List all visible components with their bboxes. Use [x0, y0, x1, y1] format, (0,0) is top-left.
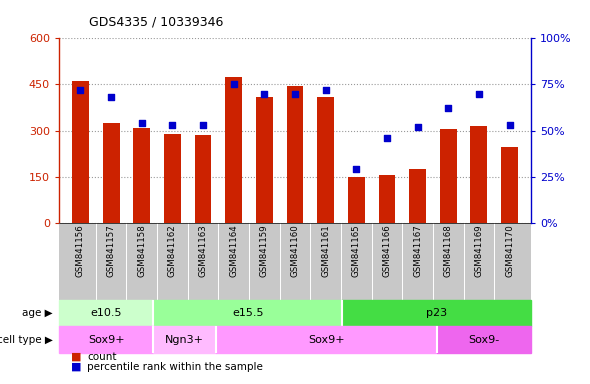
- Text: GSM841164: GSM841164: [229, 224, 238, 277]
- Text: GSM841162: GSM841162: [168, 224, 177, 277]
- Bar: [153, 300, 342, 326]
- Bar: [342, 300, 531, 326]
- Bar: [501, 147, 518, 223]
- Text: GSM841156: GSM841156: [76, 224, 85, 277]
- Text: GSM841159: GSM841159: [260, 224, 269, 277]
- Bar: [440, 129, 457, 223]
- Point: [352, 166, 361, 172]
- Bar: [153, 326, 217, 353]
- Text: e10.5: e10.5: [90, 308, 122, 318]
- Bar: [409, 169, 426, 223]
- Bar: [317, 97, 334, 223]
- Text: p23: p23: [426, 308, 447, 318]
- Text: Sox9+: Sox9+: [308, 335, 345, 345]
- Text: ■: ■: [71, 352, 81, 362]
- Text: GSM841160: GSM841160: [290, 224, 300, 277]
- Text: GSM841165: GSM841165: [352, 224, 361, 277]
- Point: [137, 120, 146, 126]
- Point: [444, 105, 453, 111]
- Text: Sox9-: Sox9-: [468, 335, 499, 345]
- Bar: [195, 135, 211, 223]
- Text: GDS4335 / 10339346: GDS4335 / 10339346: [88, 15, 223, 28]
- Point: [76, 87, 85, 93]
- Text: ■: ■: [71, 362, 81, 372]
- Text: e15.5: e15.5: [232, 308, 264, 318]
- Bar: [287, 86, 303, 223]
- Text: Ngn3+: Ngn3+: [165, 335, 204, 345]
- Bar: [59, 300, 153, 326]
- Text: GSM841163: GSM841163: [199, 224, 208, 277]
- Bar: [72, 81, 89, 223]
- Point: [229, 81, 238, 88]
- Point: [106, 94, 116, 101]
- Bar: [103, 123, 120, 223]
- Text: GSM841166: GSM841166: [382, 224, 391, 277]
- Point: [413, 124, 422, 130]
- Text: GSM841161: GSM841161: [321, 224, 330, 277]
- Bar: [133, 128, 150, 223]
- Text: GSM841167: GSM841167: [413, 224, 422, 277]
- Point: [168, 122, 177, 128]
- Text: cell type ▶: cell type ▶: [0, 335, 53, 345]
- Text: GSM841170: GSM841170: [505, 224, 514, 277]
- Bar: [437, 326, 531, 353]
- Point: [260, 91, 269, 97]
- Bar: [59, 326, 153, 353]
- Point: [505, 122, 514, 128]
- Point: [382, 135, 392, 141]
- Bar: [256, 97, 273, 223]
- Text: GSM841157: GSM841157: [107, 224, 116, 277]
- Bar: [225, 77, 242, 223]
- Bar: [379, 175, 395, 223]
- Text: Sox9+: Sox9+: [88, 335, 124, 345]
- Bar: [164, 134, 181, 223]
- Bar: [348, 177, 365, 223]
- Point: [474, 91, 484, 97]
- Text: GSM841168: GSM841168: [444, 224, 453, 277]
- Point: [198, 122, 208, 128]
- Text: percentile rank within the sample: percentile rank within the sample: [87, 362, 263, 372]
- Point: [321, 87, 330, 93]
- Point: [290, 91, 300, 97]
- Text: age ▶: age ▶: [22, 308, 53, 318]
- Text: GSM841169: GSM841169: [474, 224, 483, 277]
- Text: GSM841158: GSM841158: [137, 224, 146, 277]
- Bar: [217, 326, 437, 353]
- Text: count: count: [87, 352, 117, 362]
- Bar: [470, 126, 487, 223]
